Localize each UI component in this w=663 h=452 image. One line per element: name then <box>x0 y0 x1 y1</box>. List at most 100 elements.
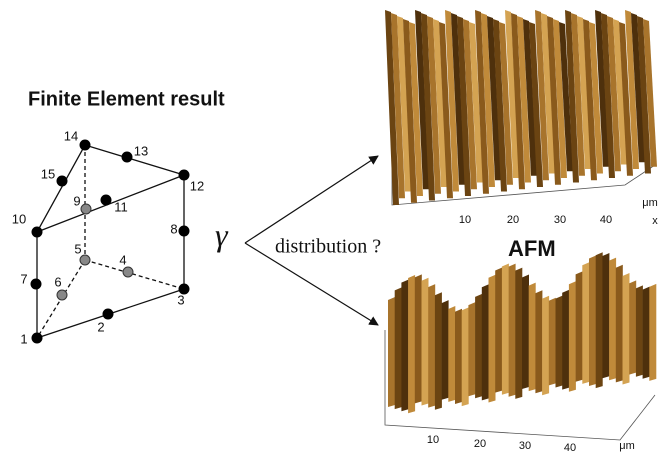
surface-stripe <box>619 22 633 176</box>
node-label: 11 <box>114 199 128 214</box>
node-label: 15 <box>41 166 55 181</box>
surface-stripe <box>469 22 483 183</box>
node-label: 13 <box>134 143 148 158</box>
node-label: 7 <box>20 271 27 286</box>
surface-stripe <box>401 279 409 412</box>
node <box>178 225 190 237</box>
surface-stripe <box>542 295 550 396</box>
node-label: 8 <box>170 221 177 236</box>
surface-stripe <box>643 19 657 167</box>
surface-stripe <box>571 13 585 176</box>
title: Finite Element result <box>28 88 225 110</box>
surface-stripe <box>601 13 615 178</box>
surface-stripe <box>415 10 429 190</box>
surface-stripe <box>445 10 459 192</box>
surface-stripe <box>609 257 617 381</box>
surface-stripe <box>637 16 651 174</box>
surface-stripe <box>625 10 639 169</box>
arrow-up <box>244 155 379 244</box>
surface-stripe <box>455 308 462 404</box>
node-label: 14 <box>64 128 78 143</box>
surface-stripe <box>493 19 507 192</box>
node-label: 10 <box>12 211 26 226</box>
surface-stripe <box>408 275 416 414</box>
node-label: 3 <box>177 292 184 307</box>
surface-stripe <box>535 290 543 394</box>
tick-label: 40 <box>564 442 576 452</box>
tick-label: 30 <box>519 440 531 452</box>
surface-stripe <box>427 16 441 194</box>
surface-stripe <box>589 22 603 174</box>
surface-stripe <box>649 283 657 381</box>
surface-stripe <box>403 19 417 203</box>
surface-stripe <box>511 13 525 190</box>
surface-stripe <box>428 284 436 408</box>
node-label: 12 <box>190 178 204 193</box>
surface-stripe <box>595 252 603 389</box>
node <box>80 203 92 215</box>
surface-stripe <box>568 281 576 392</box>
tick-label: 40 <box>600 214 612 226</box>
node <box>30 278 42 290</box>
surface-stripe <box>439 22 453 199</box>
node-label: 5 <box>74 241 81 256</box>
surface-stripe <box>635 285 643 377</box>
tick-label: 20 <box>507 214 519 226</box>
afm-top-image <box>385 10 657 206</box>
question: distribution ? <box>275 236 381 258</box>
node <box>79 139 91 151</box>
surface-stripe <box>535 10 549 181</box>
surface-stripe <box>463 19 477 190</box>
surface-stripe <box>629 280 637 375</box>
node <box>31 226 43 238</box>
surface-stripe <box>631 13 645 163</box>
afm-bottom-image <box>384 252 657 441</box>
surface-stripe <box>577 16 591 169</box>
surface-stripe <box>495 267 503 393</box>
node <box>178 169 190 181</box>
surface-stripe <box>388 297 395 407</box>
surface-stripe <box>602 253 610 379</box>
surface-stripe <box>508 263 516 397</box>
surface-stripe <box>394 287 402 410</box>
surface-stripe <box>488 274 496 403</box>
node <box>122 266 134 278</box>
surface-stripe <box>499 22 513 185</box>
node <box>79 254 91 266</box>
gamma-symbol: γ <box>215 216 229 252</box>
surface-stripe <box>481 13 495 187</box>
node <box>56 289 68 301</box>
surface-stripe <box>642 286 650 379</box>
surface-stripe <box>559 22 573 172</box>
node <box>31 332 43 344</box>
surface-stripe <box>582 262 590 384</box>
surface-stripe <box>515 267 523 399</box>
tick-label: 20 <box>474 438 486 450</box>
surface-stripe <box>575 271 583 382</box>
surface-stripe <box>615 264 623 383</box>
unit-label: μm <box>619 440 635 452</box>
unit-label: μm <box>642 197 658 209</box>
surface-stripe <box>409 22 423 196</box>
node-label: 1 <box>20 331 27 346</box>
surface-stripe <box>421 13 435 201</box>
surface-stripe <box>448 306 456 402</box>
afm-label: AFM <box>508 236 556 261</box>
surface-stripe <box>529 22 543 187</box>
surface-stripe <box>475 293 483 399</box>
surface-stripe <box>421 277 429 406</box>
surface-stripe <box>522 274 529 389</box>
element-edges <box>36 144 185 339</box>
surface-stripe <box>433 19 447 187</box>
surface-stripe <box>414 274 422 404</box>
surface-stripe <box>441 300 449 400</box>
surface-stripe <box>548 297 556 386</box>
surface-stripe <box>613 19 627 165</box>
surface-stripe <box>468 302 476 397</box>
surface-stripe <box>385 10 399 205</box>
surface-stripe <box>528 282 536 392</box>
axis-label: x <box>652 215 658 227</box>
surface-stripe <box>517 16 531 183</box>
surface-stripe <box>505 10 519 178</box>
